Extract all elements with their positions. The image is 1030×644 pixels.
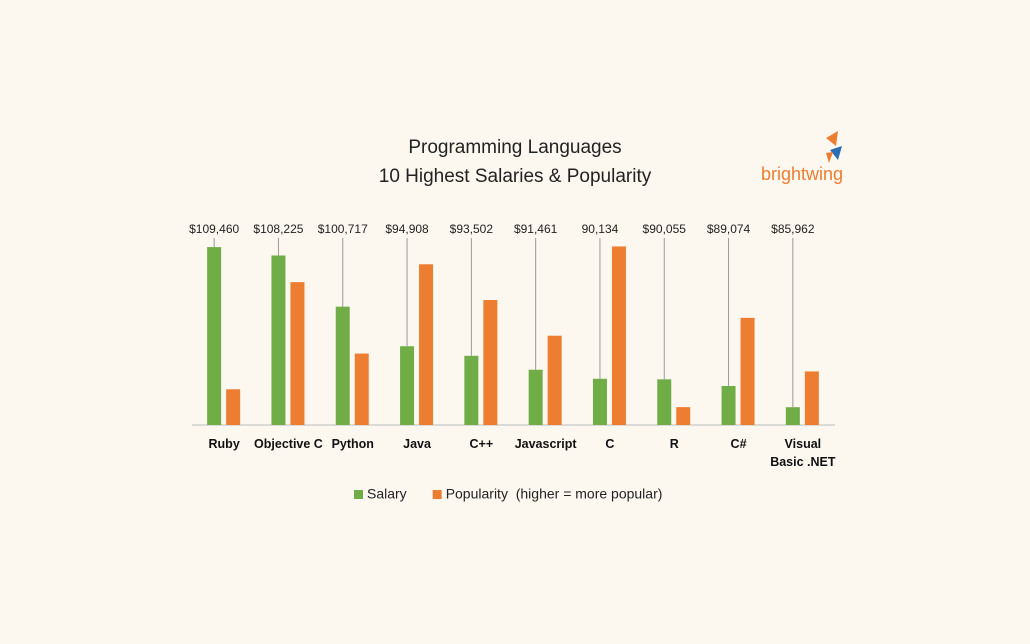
bar: [528, 369, 543, 425]
bar: [290, 282, 305, 425]
bar: [785, 407, 800, 425]
x-tick-label: Python: [331, 437, 374, 451]
bar: [419, 264, 434, 425]
value-label: $91,461: [514, 222, 558, 236]
value-label: $94,908: [385, 222, 429, 236]
legend-swatch: [432, 490, 442, 499]
value-label: $89,074: [707, 222, 751, 236]
x-tick-label: Javascript: [514, 437, 577, 451]
logo-text: brightwing: [761, 164, 843, 184]
bar: [657, 379, 672, 425]
chart-title: Programming Languages: [408, 137, 621, 158]
bar: [400, 346, 415, 425]
value-label: $85,962: [771, 222, 815, 236]
value-label: $109,460: [189, 222, 239, 236]
bar: [464, 355, 479, 425]
legend-label: Salary: [367, 486, 407, 502]
bar: [611, 246, 626, 425]
value-label: $108,225: [253, 222, 303, 236]
bar: [207, 247, 222, 425]
bar: [592, 378, 607, 425]
x-tick-label: C#: [730, 437, 747, 451]
logo-icon: [826, 131, 842, 163]
bar: [721, 385, 736, 425]
bar: [226, 389, 241, 425]
x-tick-label: Objective C: [254, 437, 323, 451]
x-tick-label: R: [669, 437, 679, 451]
legend-swatch: [354, 490, 363, 499]
value-label: $93,502: [450, 222, 494, 236]
value-label: 90,134: [582, 222, 619, 236]
x-tick-label: C++: [469, 437, 494, 451]
legend-label: Popularity (higher = more popular): [446, 486, 663, 502]
bar: [676, 407, 691, 425]
x-tick-label: Visual Basic .NET: [770, 437, 836, 469]
chart-subtitle: 10 Highest Salaries & Popularity: [379, 166, 652, 187]
bar: [740, 317, 755, 425]
bar: [804, 371, 819, 425]
bar: [547, 335, 562, 425]
x-tick-label: Ruby: [208, 437, 240, 451]
bar: [335, 306, 350, 425]
bar: [271, 255, 286, 425]
value-label: $90,055: [643, 222, 687, 236]
x-tick-label: C: [605, 437, 615, 451]
x-tick-label: Java: [403, 437, 431, 451]
value-label: $100,717: [318, 222, 368, 236]
bar: [483, 300, 498, 425]
bar: [354, 353, 369, 425]
